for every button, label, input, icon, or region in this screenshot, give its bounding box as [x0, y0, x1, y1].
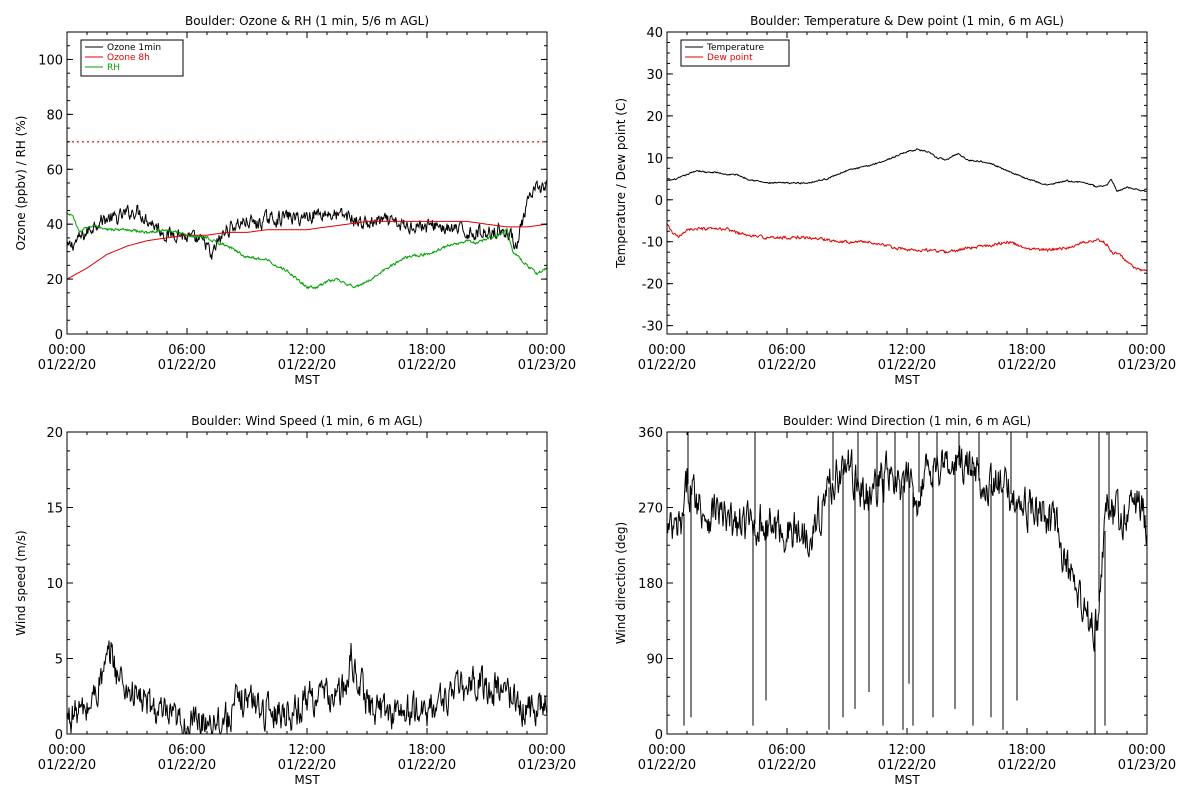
x-axis-label: MST — [294, 773, 320, 787]
x-tick-date: 01/22/20 — [158, 758, 216, 773]
y-axis-label: Temperature / Dew point (C) — [614, 98, 628, 269]
legend-label: Ozone 1min — [107, 43, 161, 53]
x-tick-time: 06:00 — [768, 743, 805, 758]
x-tick-time: 18:00 — [408, 343, 445, 358]
x-tick-date: 01/22/20 — [998, 358, 1056, 373]
x-tick-time: 18:00 — [408, 743, 445, 758]
chart-title: Boulder: Wind Direction (1 min, 6 m AGL) — [783, 414, 1031, 428]
x-tick-date: 01/22/20 — [998, 758, 1056, 773]
y-tick-label: 20 — [46, 273, 63, 288]
legend-label: RH — [107, 63, 120, 73]
plot-frame — [666, 31, 1148, 335]
x-axis-label: MST — [894, 373, 920, 387]
legend-box — [680, 39, 790, 67]
x-tick-date: 01/22/20 — [38, 358, 96, 373]
y-tick-label: 10 — [46, 577, 63, 592]
x-tick-date: 01/22/20 — [638, 358, 696, 373]
legend-box — [80, 39, 184, 77]
y-axis-label: Wind direction (deg) — [614, 522, 628, 644]
x-tick-time: 06:00 — [168, 343, 205, 358]
x-tick-time: 00:00 — [48, 343, 85, 358]
y-tick-label: 180 — [638, 577, 663, 592]
x-tick-date: 01/23/20 — [518, 758, 576, 773]
legend-label: Temperature — [706, 43, 764, 53]
chart-title: Boulder: Wind Speed (1 min, 6 m AGL) — [191, 414, 423, 428]
y-tick-label: -30 — [642, 320, 663, 335]
x-tick-date: 01/22/20 — [758, 358, 816, 373]
x-tick-time: 12:00 — [288, 743, 325, 758]
chart-panel-2: Boulder: Wind Speed (1 min, 6 m AGL) 0 5 10… — [14, 414, 576, 787]
x-tick-time: 00:00 — [648, 743, 685, 758]
x-tick-time: 00:00 — [648, 343, 685, 358]
chart-title: Boulder: Temperature & Dew point (1 min,… — [750, 14, 1064, 28]
y-tick-label: 0 — [655, 194, 663, 209]
y-tick-label: 40 — [46, 218, 63, 233]
x-tick-date: 01/22/20 — [278, 758, 336, 773]
x-tick-date: 01/23/20 — [1118, 358, 1176, 373]
x-tick-time: 12:00 — [888, 343, 925, 358]
x-axis-label: MST — [894, 773, 920, 787]
y-axis-label: Wind speed (m/s) — [14, 530, 28, 635]
x-tick-date: 01/22/20 — [878, 758, 936, 773]
y-tick-label: 100 — [38, 53, 63, 68]
y-tick-label: 15 — [46, 502, 63, 517]
y-tick-label: 90 — [646, 653, 663, 668]
y-tick-label: -10 — [642, 236, 663, 251]
y-tick-label: 10 — [646, 152, 663, 167]
y-axis-label: Ozone (ppbv) / RH (%) — [14, 116, 28, 251]
x-tick-date: 01/22/20 — [878, 358, 936, 373]
y-tick-label: 0 — [655, 728, 663, 743]
x-tick-time: 18:00 — [1008, 343, 1045, 358]
series-line-1 — [667, 224, 1147, 272]
x-tick-time: 06:00 — [768, 343, 805, 358]
x-tick-date: 01/22/20 — [638, 758, 696, 773]
legend-label: Ozone 8h — [107, 53, 150, 63]
x-tick-date: 01/22/20 — [158, 358, 216, 373]
y-tick-label: -20 — [642, 278, 663, 293]
chart-title: Boulder: Ozone & RH (1 min, 5/6 m AGL) — [185, 14, 429, 28]
x-tick-time: 06:00 — [168, 743, 205, 758]
series-line-0 — [67, 179, 547, 260]
x-tick-time: 00:00 — [48, 743, 85, 758]
series-line-2 — [67, 212, 547, 290]
x-tick-date: 01/22/20 — [758, 758, 816, 773]
series-line-0 — [667, 445, 1147, 652]
x-tick-date: 01/23/20 — [1118, 758, 1176, 773]
x-tick-time: 00:00 — [528, 743, 565, 758]
x-tick-date: 01/22/20 — [38, 758, 96, 773]
y-tick-label: 60 — [46, 163, 63, 178]
x-tick-time: 18:00 — [1008, 743, 1045, 758]
x-tick-time: 12:00 — [288, 343, 325, 358]
x-tick-time: 12:00 — [888, 743, 925, 758]
legend-label: Dew point — [707, 53, 753, 63]
y-tick-label: 0 — [55, 728, 63, 743]
series-line-1 — [67, 220, 547, 280]
x-tick-time: 00:00 — [1128, 743, 1165, 758]
y-tick-label: 20 — [46, 426, 63, 441]
y-tick-label: 270 — [638, 502, 663, 517]
y-tick-label: 0 — [55, 328, 63, 343]
x-axis-label: MST — [294, 373, 320, 387]
x-tick-time: 00:00 — [1128, 343, 1165, 358]
y-tick-label: 80 — [46, 108, 63, 123]
chart-panel-3: Boulder: Wind Direction (1 min, 6 m AGL)… — [614, 414, 1176, 787]
y-tick-label: 30 — [646, 68, 663, 83]
y-tick-label: 40 — [646, 26, 663, 41]
x-tick-date: 01/22/20 — [278, 358, 336, 373]
y-tick-label: 5 — [55, 653, 63, 668]
x-tick-date: 01/23/20 — [518, 358, 576, 373]
chart-panel-1: Boulder: Temperature & Dew point (1 min,… — [614, 14, 1176, 387]
series-line-0 — [67, 640, 547, 734]
y-tick-label: 20 — [646, 110, 663, 125]
x-tick-date: 01/22/20 — [398, 758, 456, 773]
chart-panel-0: Boulder: Ozone & RH (1 min, 5/6 m AGL) 0 2… — [14, 14, 576, 387]
y-tick-label: 360 — [638, 426, 663, 441]
series-line-0 — [667, 148, 1147, 193]
x-tick-date: 01/22/20 — [398, 358, 456, 373]
x-tick-time: 00:00 — [528, 343, 565, 358]
